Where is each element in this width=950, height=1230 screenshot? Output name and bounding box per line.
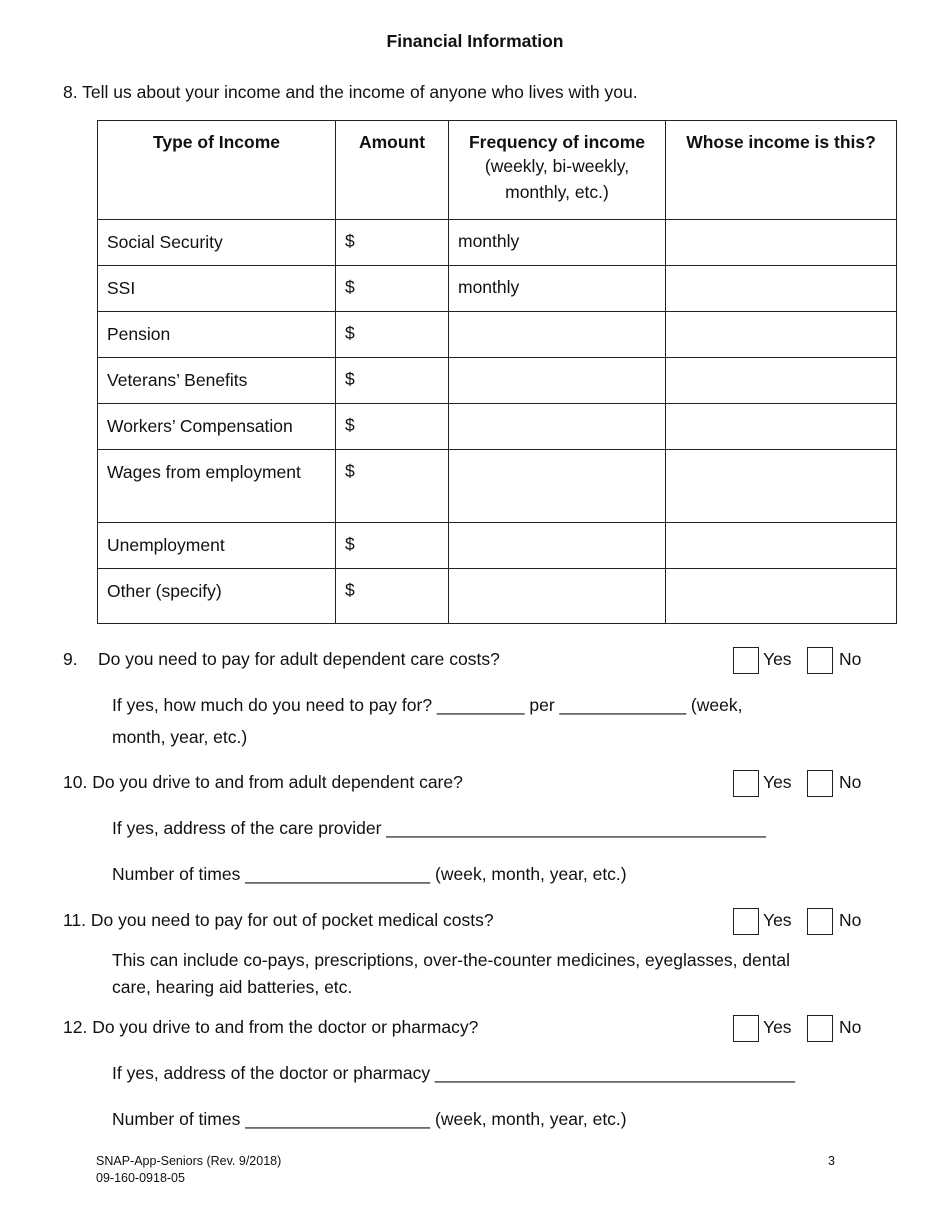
cell-type: SSI bbox=[97, 265, 336, 312]
q10-yes-label: Yes bbox=[763, 772, 792, 792]
q12-yes-label: Yes bbox=[763, 1017, 792, 1037]
question-9: Do you need to pay for adult dependent c… bbox=[98, 649, 500, 669]
question-12: 12. Do you drive to and from the doctor … bbox=[63, 1017, 479, 1037]
header-frequency: Frequency of income (weekly, bi-weekly, m… bbox=[448, 120, 666, 220]
table-row: Other (specify) $ bbox=[97, 568, 897, 624]
q11-no-checkbox[interactable] bbox=[807, 908, 833, 935]
q12-yes-checkbox[interactable] bbox=[733, 1015, 759, 1042]
q10-times-field[interactable]: Number of times ___________________ (wee… bbox=[112, 864, 627, 884]
q11-note-line1: This can include co-pays, prescriptions,… bbox=[112, 950, 790, 970]
q12-no-label: No bbox=[839, 1017, 862, 1037]
cell-frequency[interactable] bbox=[448, 449, 666, 523]
q12-times-field[interactable]: Number of times ___________________ (wee… bbox=[112, 1109, 627, 1129]
income-table: Type of Income Amount Frequency of incom… bbox=[97, 120, 897, 624]
cell-amount[interactable]: $ bbox=[335, 357, 449, 404]
q9-line2: month, year, etc.) bbox=[112, 727, 248, 747]
cell-frequency[interactable] bbox=[448, 357, 666, 404]
q10-address-field[interactable]: If yes, address of the care provider ___… bbox=[112, 818, 766, 838]
cell-type: Social Security bbox=[97, 219, 336, 266]
footer-form-code: 09-160-0918-05 bbox=[96, 1171, 185, 1185]
q9-no-checkbox[interactable] bbox=[807, 647, 833, 674]
cell-whose[interactable] bbox=[665, 311, 897, 358]
cell-frequency[interactable] bbox=[448, 311, 666, 358]
q11-note-line2: care, hearing aid batteries, etc. bbox=[112, 977, 353, 997]
cell-type: Other (specify) bbox=[97, 568, 336, 624]
cell-whose[interactable] bbox=[665, 219, 897, 266]
question-10: 10. Do you drive to and from adult depen… bbox=[63, 772, 463, 792]
table-row: Unemployment $ bbox=[97, 522, 897, 569]
cell-whose[interactable] bbox=[665, 265, 897, 312]
q10-no-checkbox[interactable] bbox=[807, 770, 833, 797]
q11-no-label: No bbox=[839, 910, 862, 930]
q11-yes-checkbox[interactable] bbox=[733, 908, 759, 935]
cell-whose[interactable] bbox=[665, 449, 897, 523]
q12-address-field[interactable]: If yes, address of the doctor or pharmac… bbox=[112, 1063, 796, 1083]
table-row: Wages from employment $ bbox=[97, 449, 897, 523]
cell-amount[interactable]: $ bbox=[335, 568, 449, 624]
header-whose: Whose income is this? bbox=[665, 120, 897, 220]
cell-type: Unemployment bbox=[97, 522, 336, 569]
question-9-number: 9. bbox=[63, 649, 78, 669]
q9-yes-label: Yes bbox=[763, 649, 792, 669]
cell-type: Wages from employment bbox=[97, 449, 336, 523]
q9-yes-checkbox[interactable] bbox=[733, 647, 759, 674]
cell-amount[interactable]: $ bbox=[335, 449, 449, 523]
page-number: 3 bbox=[828, 1154, 835, 1168]
table-row: Social Security $ monthly bbox=[97, 219, 897, 266]
q10-no-label: No bbox=[839, 772, 862, 792]
q12-no-checkbox[interactable] bbox=[807, 1015, 833, 1042]
footer-form-id: SNAP-App-Seniors (Rev. 9/2018) bbox=[96, 1154, 282, 1168]
question-11: 11. Do you need to pay for out of pocket… bbox=[63, 910, 494, 930]
cell-type: Pension bbox=[97, 311, 336, 358]
header-amount: Amount bbox=[335, 120, 449, 220]
page-title: Financial Information bbox=[386, 31, 564, 51]
cell-amount[interactable]: $ bbox=[335, 311, 449, 358]
table-row: Workers’ Compensation $ bbox=[97, 403, 897, 450]
table-row: Veterans’ Benefits $ bbox=[97, 357, 897, 404]
question-8: 8. Tell us about your income and the inc… bbox=[63, 82, 638, 102]
cell-whose[interactable] bbox=[665, 403, 897, 450]
cell-type: Veterans’ Benefits bbox=[97, 357, 336, 404]
cell-type: Workers’ Compensation bbox=[97, 403, 336, 450]
cell-frequency[interactable]: monthly bbox=[448, 265, 666, 312]
table-row: SSI $ monthly bbox=[97, 265, 897, 312]
cell-frequency[interactable] bbox=[448, 522, 666, 569]
cell-whose[interactable] bbox=[665, 357, 897, 404]
cell-frequency[interactable] bbox=[448, 568, 666, 624]
cell-amount[interactable]: $ bbox=[335, 219, 449, 266]
table-row: Pension $ bbox=[97, 311, 897, 358]
cell-frequency[interactable]: monthly bbox=[448, 219, 666, 266]
cell-amount[interactable]: $ bbox=[335, 265, 449, 312]
cell-amount[interactable]: $ bbox=[335, 522, 449, 569]
q11-yes-label: Yes bbox=[763, 910, 792, 930]
cell-frequency[interactable] bbox=[448, 403, 666, 450]
cell-amount[interactable]: $ bbox=[335, 403, 449, 450]
cell-whose[interactable] bbox=[665, 568, 897, 624]
q10-yes-checkbox[interactable] bbox=[733, 770, 759, 797]
q9-no-label: No bbox=[839, 649, 862, 669]
q9-amount-field[interactable]: If yes, how much do you need to pay for?… bbox=[112, 695, 743, 715]
header-type: Type of Income bbox=[97, 120, 336, 220]
cell-whose[interactable] bbox=[665, 522, 897, 569]
